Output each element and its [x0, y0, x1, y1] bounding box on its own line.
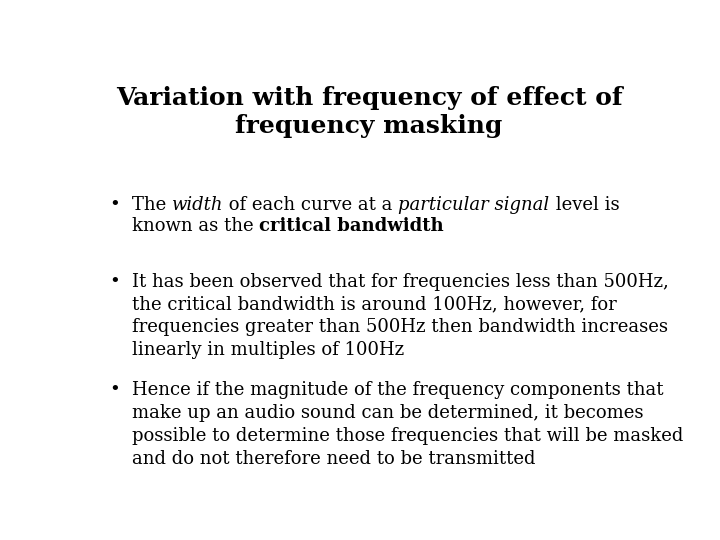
Text: •: • — [109, 196, 120, 214]
Text: Variation with frequency of effect of
frequency masking: Variation with frequency of effect of fr… — [116, 85, 622, 138]
Text: known as the: known as the — [132, 218, 259, 235]
Text: •: • — [109, 381, 120, 399]
Text: The: The — [132, 196, 172, 214]
Text: It has been observed that for frequencies less than 500Hz,
the critical bandwidt: It has been observed that for frequencie… — [132, 273, 669, 360]
Text: Hence if the magnitude of the frequency components that
make up an audio sound c: Hence if the magnitude of the frequency … — [132, 381, 683, 468]
Text: •: • — [109, 273, 120, 291]
Text: of each curve at a: of each curve at a — [223, 196, 398, 214]
Text: width: width — [172, 196, 223, 214]
Text: particular signal: particular signal — [398, 196, 549, 214]
Text: critical bandwidth: critical bandwidth — [259, 218, 444, 235]
Text: level is: level is — [549, 196, 619, 214]
